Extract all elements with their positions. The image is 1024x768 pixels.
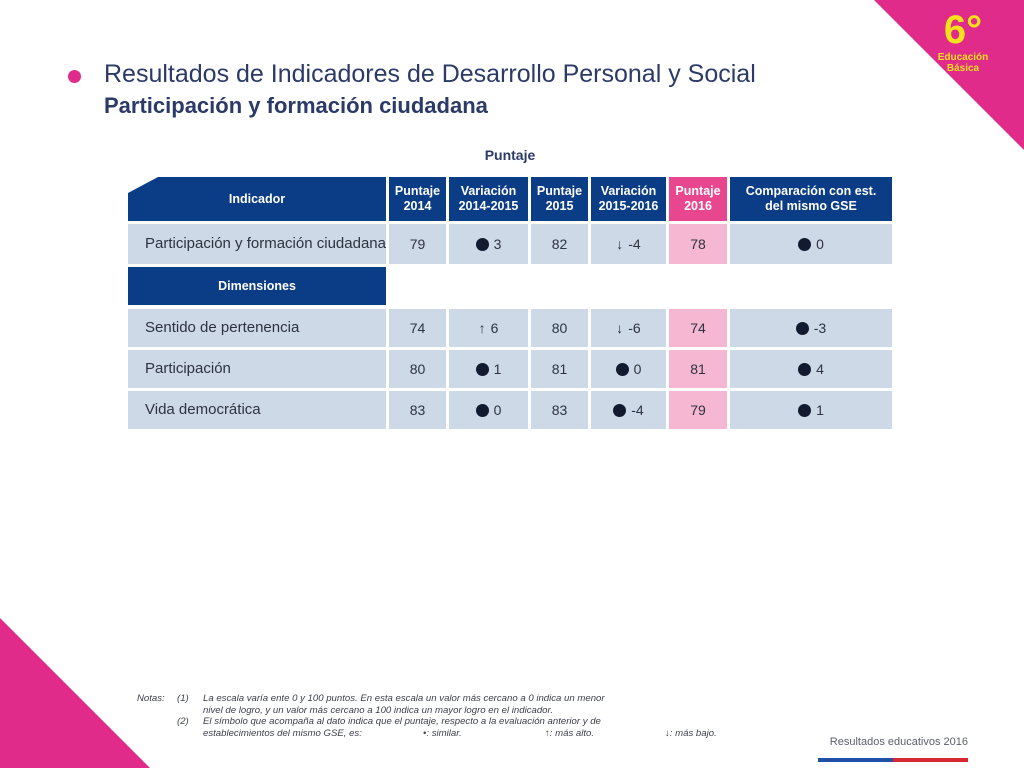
down-arrow-icon: ↓ (616, 236, 624, 252)
cell-puntaje-2015: 82 (531, 224, 588, 264)
similar-dot-icon (475, 403, 489, 417)
grade-number: 6° (943, 8, 983, 52)
variation-value: 3 (493, 236, 502, 252)
variation-value: -6 (628, 320, 641, 336)
cell-variacion-2015-2016: ↓ -4 (591, 224, 666, 264)
notes-label: Notas: (137, 693, 165, 704)
corner-decoration-top-right (874, 0, 1024, 150)
similar-dot-icon (475, 237, 489, 251)
up-arrow-icon: ↑ (478, 320, 486, 336)
cell-comparacion-gse: 0 (730, 224, 892, 264)
column-header-variacion-2015-2016: Variación 2015-2016 (591, 177, 666, 221)
cell-comparacion-gse: -3 (730, 309, 892, 347)
cell-puntaje-2014: 79 (389, 224, 446, 264)
dimensions-header: Dimensiones (128, 267, 386, 305)
cell-puntaje-2016: 81 (669, 350, 727, 388)
comparison-value: -3 (813, 320, 827, 336)
bullet-icon (68, 70, 81, 83)
cell-variacion-2014-2015: ↑ 6 (449, 309, 528, 347)
note-text: nivel de logro, y un valor más cercano a… (203, 704, 554, 716)
note-text: El símbolo que acompaña al dato indica q… (203, 716, 601, 727)
variation-value: 1 (493, 361, 502, 377)
cell-variacion-2014-2015: 0 (449, 391, 528, 429)
similar-dot-icon (795, 321, 809, 335)
cell-variacion-2014-2015: 3 (449, 224, 528, 264)
cell-puntaje-2016: 79 (669, 391, 727, 429)
similar-dot-icon (475, 362, 489, 376)
cell-variacion-2014-2015: 1 (449, 350, 528, 388)
note-number: (1) (177, 693, 189, 704)
cell-comparacion-gse: 4 (730, 350, 892, 388)
row-dimension-name: Participación (128, 350, 386, 388)
cell-variacion-2015-2016: ↓ -6 (591, 309, 666, 347)
footer-color-bar (818, 758, 968, 762)
cell-puntaje-2015: 81 (531, 350, 588, 388)
legend-similar: •: similar. (423, 727, 462, 739)
grade-line1: Educación (937, 52, 989, 63)
cell-variacion-2015-2016: -4 (591, 391, 666, 429)
page-title: Resultados de Indicadores de Desarrollo … (104, 60, 756, 88)
footer-text: Resultados educativos 2016 (829, 736, 968, 748)
variation-value: -4 (628, 236, 641, 252)
cell-puntaje-2014: 80 (389, 350, 446, 388)
table-super-header: Puntaje (484, 147, 536, 163)
variation-value: -4 (631, 402, 644, 418)
note-text: La escala varía ente 0 y 100 puntos. En … (203, 693, 605, 704)
similar-dot-icon (798, 362, 812, 376)
variation-value: 6 (490, 320, 499, 336)
cell-puntaje-2014: 83 (389, 391, 446, 429)
corner-decoration-bottom-left (0, 618, 150, 768)
comparison-value: 0 (816, 236, 824, 252)
row-dimension-name: Sentido de pertenencia (128, 309, 386, 347)
similar-dot-icon (613, 403, 627, 417)
row-dimension-name: Vida democrática (128, 391, 386, 429)
cell-puntaje-2015: 83 (531, 391, 588, 429)
comparison-value: 1 (816, 402, 824, 418)
grade-badge: 6° Educación Básica (920, 8, 1006, 74)
column-header-puntaje-2014: Puntaje 2014 (389, 177, 446, 221)
cell-puntaje-2015: 80 (531, 309, 588, 347)
footer-bar-red (893, 758, 968, 762)
variation-value: 0 (493, 402, 502, 418)
note-number: (2) (177, 716, 189, 727)
cell-variacion-2015-2016: 0 (591, 350, 666, 388)
cell-puntaje-2014: 74 (389, 309, 446, 347)
similar-dot-icon (615, 362, 629, 376)
comparison-value: 4 (816, 361, 824, 377)
column-header-variacion-2014-2015: Variación 2014-2015 (449, 177, 528, 221)
down-arrow-icon: ↓ (616, 320, 624, 336)
footer-bar-blue (818, 758, 893, 762)
column-header-indicador: Indicador (128, 177, 386, 221)
cell-puntaje-2016: 74 (669, 309, 727, 347)
column-header-comparacion-gse: Comparación con est. del mismo GSE (730, 177, 892, 221)
note-text: establecimientos del mismo GSE, es: (203, 727, 362, 739)
legend-mas-alto: ↑: más alto. (545, 727, 595, 739)
column-header-puntaje-2015: Puntaje 2015 (531, 177, 588, 221)
variation-value: 0 (633, 361, 642, 377)
page-subtitle: Participación y formación ciudadana (104, 93, 488, 118)
legend-mas-bajo: ↓: más bajo. (665, 727, 717, 739)
cell-puntaje-2016: 78 (669, 224, 727, 264)
similar-dot-icon (798, 237, 812, 251)
grade-line2: Básica (946, 63, 980, 74)
similar-dot-icon (798, 403, 812, 417)
row-indicator-name: Participación y formación ciudadana (128, 224, 386, 264)
cell-comparacion-gse: 1 (730, 391, 892, 429)
column-header-puntaje-2016: Puntaje 2016 (669, 177, 727, 221)
